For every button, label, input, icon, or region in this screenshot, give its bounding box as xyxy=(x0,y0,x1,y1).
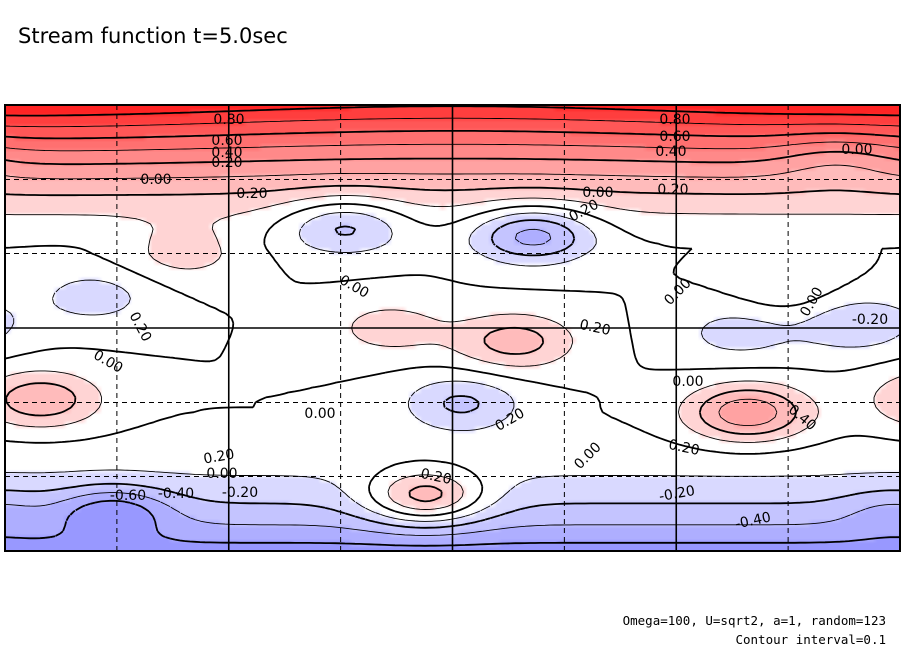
parameters-note: Omega=100, U=sqrt2, a=1, random=123 xyxy=(622,613,886,628)
contour-label: 0.20 xyxy=(657,182,688,198)
contour-label: 0.20 xyxy=(578,317,612,339)
contour-line xyxy=(5,203,900,517)
contour-line xyxy=(5,130,900,140)
contour-label: 0.20 xyxy=(419,466,453,488)
contour-label: 0.20 xyxy=(236,186,267,202)
contour-label: 0.40 xyxy=(211,145,242,161)
contour-line xyxy=(5,219,900,529)
plot-frame xyxy=(4,104,901,552)
contour-label: 0.60 xyxy=(211,133,242,149)
contour-label: 0.80 xyxy=(659,112,690,128)
contour-line xyxy=(5,141,900,152)
contour-line xyxy=(5,499,900,547)
contour-label: 0.20 xyxy=(202,446,235,467)
contour-label: -0.20 xyxy=(852,312,888,328)
contour-label: -0.40 xyxy=(158,486,194,502)
contour-line xyxy=(5,105,900,117)
contour-label: -0.20 xyxy=(222,485,258,501)
contour-label: 0.60 xyxy=(659,129,690,145)
contour-interval-note: Contour interval=0.1 xyxy=(735,632,886,647)
contour-label: -0.20 xyxy=(658,483,696,505)
contour-line xyxy=(5,150,900,166)
contour-line xyxy=(5,164,900,427)
contour-label: 0.80 xyxy=(213,112,244,128)
contour-label: -0.40 xyxy=(734,509,773,532)
contour-line xyxy=(5,228,900,536)
contour-label: 0.00 xyxy=(140,172,171,188)
contour-label: 0.00 xyxy=(304,406,335,422)
contour-label: 0.20 xyxy=(667,437,701,459)
contour-label: 0.20 xyxy=(211,155,242,171)
contour-line xyxy=(5,195,900,510)
contour-line xyxy=(5,211,900,522)
contour-lines xyxy=(5,105,900,547)
contour-label: 0.00 xyxy=(672,374,703,390)
contour-line xyxy=(5,117,900,128)
contour-label: 0.40 xyxy=(655,144,686,160)
contour-label: 0.00 xyxy=(841,142,872,158)
contour-label: 0.00 xyxy=(206,466,237,482)
grid-lines xyxy=(5,105,900,551)
chart-title: Stream function t=5.0sec xyxy=(18,24,288,48)
contour-label: 0.00 xyxy=(582,185,613,201)
contour-label: -0.60 xyxy=(110,488,146,504)
